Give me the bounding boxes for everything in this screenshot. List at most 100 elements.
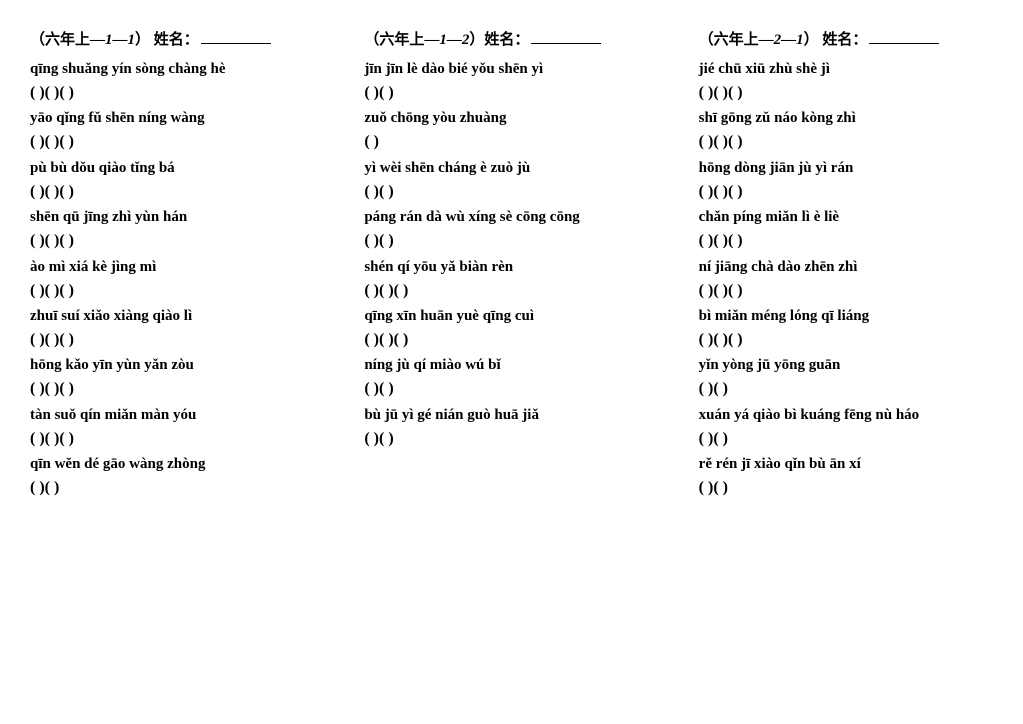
answer-blanks[interactable]: ( )( )( )	[30, 230, 324, 252]
answer-blanks[interactable]: ( )( )( )	[30, 329, 324, 351]
entries-container: jīn jīn lè dào bié yǒu shēn yì( )( )zuǒ …	[364, 59, 658, 454]
vocab-entry: zuǒ chōng yòu zhuàng( )	[364, 108, 658, 153]
pinyin-line: tàn suǒ qín miǎn màn yóu	[30, 405, 324, 426]
pinyin-line: jié chū xiū zhù shè jì	[699, 59, 993, 80]
answer-blanks[interactable]: ( )( )( )	[30, 131, 324, 153]
header-unit: 1—2	[439, 32, 469, 48]
pinyin-line: yì wèi shēn cháng è zuò jù	[364, 158, 658, 179]
answer-blanks[interactable]: ( )( )	[364, 230, 658, 252]
vocab-entry: bù jū yì gé nián guò huā jiǎ ( )( )	[364, 405, 658, 450]
answer-blanks[interactable]: ( )( )( )	[699, 131, 993, 153]
pinyin-line: bì miǎn méng lóng qī liáng	[699, 306, 993, 327]
pinyin-line: qīn wěn dé gāo wàng zhòng	[30, 454, 324, 475]
pinyin-line: shēn qū jīng zhì yùn hán	[30, 207, 324, 228]
vocab-entry: yǐn yòng jū yōng guān( )( )	[699, 355, 993, 400]
pinyin-line: yāo qǐng fǔ shēn níng wàng	[30, 108, 324, 129]
header-suffix: ） 姓名：	[135, 32, 199, 48]
answer-blanks[interactable]: ( )( )	[364, 181, 658, 203]
answer-blanks[interactable]: ( )( )	[699, 378, 993, 400]
answer-blanks[interactable]: ( )( )( )	[364, 280, 658, 302]
pinyin-line: xuán yá qiào bì kuáng fēng nù háo	[699, 405, 993, 426]
header-prefix: （六年上—	[30, 32, 105, 48]
column-header: （六年上—2—1） 姓名：	[699, 28, 993, 49]
header-unit: 1—1	[105, 32, 135, 48]
pinyin-line: rě rén jī xiào qǐn bù ān xí	[699, 454, 993, 475]
vocab-entry: tàn suǒ qín miǎn màn yóu( )( )( )	[30, 405, 324, 450]
pinyin-line: pù bù dǒu qiào tǐng bá	[30, 158, 324, 179]
vocab-entry: ào mì xiá kè jìng mì( )( )( )	[30, 257, 324, 302]
pinyin-line: zhuī suí xiǎo xiàng qiào lì	[30, 306, 324, 327]
pinyin-line: chǎn píng miǎn lì è liè	[699, 207, 993, 228]
pinyin-line: hōng kǎo yīn yùn yǎn zòu	[30, 355, 324, 376]
answer-blanks[interactable]: ( )( )( )	[699, 181, 993, 203]
vocab-entry: yì wèi shēn cháng è zuò jù( )( )	[364, 158, 658, 203]
vocab-entry: hōng dòng jiān jù yì rán( )( )( )	[699, 158, 993, 203]
vocab-entry: bì miǎn méng lóng qī liáng( )( )( )	[699, 306, 993, 351]
header-unit: 2—1	[774, 32, 804, 48]
pinyin-line: hōng dòng jiān jù yì rán	[699, 158, 993, 179]
vocab-entry: jié chū xiū zhù shè jì( )( )( )	[699, 59, 993, 104]
vocab-entry: xuán yá qiào bì kuáng fēng nù háo( )( )	[699, 405, 993, 450]
column-2: （六年上—1—2）姓名： jīn jīn lè dào bié yǒu shēn…	[364, 28, 658, 504]
answer-blanks[interactable]: ( )( )( )	[699, 329, 993, 351]
answer-blanks[interactable]: ( )( )	[364, 378, 658, 400]
answer-blanks[interactable]: ( )	[364, 131, 658, 153]
answer-blanks[interactable]: ( )( )( )	[699, 82, 993, 104]
pinyin-line: bù jū yì gé nián guò huā jiǎ	[364, 405, 658, 426]
vocab-entry: páng rán dà wù xíng sè cōng cōng( )( )	[364, 207, 658, 252]
vocab-entry: jīn jīn lè dào bié yǒu shēn yì( )( )	[364, 59, 658, 104]
header-suffix: ） 姓名：	[804, 32, 868, 48]
column-header: （六年上—1—1） 姓名：	[30, 28, 324, 49]
answer-blanks[interactable]: ( )( )( )	[30, 428, 324, 450]
vocab-entry: shī gōng zǔ náo kòng zhì( )( )( )	[699, 108, 993, 153]
answer-blanks[interactable]: ( )( )	[364, 82, 658, 104]
pinyin-line: páng rán dà wù xíng sè cōng cōng	[364, 207, 658, 228]
pinyin-line: shén qí yōu yǎ biàn rèn	[364, 257, 658, 278]
pinyin-line: qīng xīn huān yuè qīng cuì	[364, 306, 658, 327]
answer-blanks[interactable]: ( )( )( )	[699, 230, 993, 252]
answer-blanks[interactable]: ( )( )( )	[699, 280, 993, 302]
vocab-entry: shén qí yōu yǎ biàn rèn( )( )( )	[364, 257, 658, 302]
pinyin-line: ào mì xiá kè jìng mì	[30, 257, 324, 278]
answer-blanks[interactable]: ( )( )	[364, 428, 658, 450]
vocab-entry: shēn qū jīng zhì yùn hán( )( )( )	[30, 207, 324, 252]
header-suffix: ）姓名：	[469, 32, 529, 48]
header-prefix: （六年上—	[364, 32, 439, 48]
vocab-entry: níng jù qí miào wú bǐ ( )( )	[364, 355, 658, 400]
pinyin-line: ní jiāng chà dào zhēn zhì	[699, 257, 993, 278]
vocab-entry: qīng shuǎng yín sòng chàng hè( )( )( )	[30, 59, 324, 104]
vocab-entry: chǎn píng miǎn lì è liè( )( )( )	[699, 207, 993, 252]
vocab-entry: yāo qǐng fǔ shēn níng wàng( )( )( )	[30, 108, 324, 153]
vocab-entry: rě rén jī xiào qǐn bù ān xí( )( )	[699, 454, 993, 499]
pinyin-line: níng jù qí miào wú bǐ	[364, 355, 658, 376]
name-blank[interactable]	[869, 43, 939, 44]
vocab-entry: zhuī suí xiǎo xiàng qiào lì( )( )( )	[30, 306, 324, 351]
vocab-entry: qīng xīn huān yuè qīng cuì( )( )( )	[364, 306, 658, 351]
answer-blanks[interactable]: ( )( )( )	[30, 280, 324, 302]
answer-blanks[interactable]: ( )( )	[30, 477, 324, 499]
column-3: （六年上—2—1） 姓名： jié chū xiū zhù shè jì( )(…	[699, 28, 993, 504]
header-prefix: （六年上—	[699, 32, 774, 48]
pinyin-line: yǐn yòng jū yōng guān	[699, 355, 993, 376]
answer-blanks[interactable]: ( )( )( )	[364, 329, 658, 351]
pinyin-line: shī gōng zǔ náo kòng zhì	[699, 108, 993, 129]
entries-container: qīng shuǎng yín sòng chàng hè( )( )( )yā…	[30, 59, 324, 504]
pinyin-line: zuǒ chōng yòu zhuàng	[364, 108, 658, 129]
pinyin-line: jīn jīn lè dào bié yǒu shēn yì	[364, 59, 658, 80]
name-blank[interactable]	[531, 43, 601, 44]
pinyin-line: qīng shuǎng yín sòng chàng hè	[30, 59, 324, 80]
answer-blanks[interactable]: ( )( )	[699, 477, 993, 499]
answer-blanks[interactable]: ( )( )( )	[30, 181, 324, 203]
column-header: （六年上—1—2）姓名：	[364, 28, 658, 49]
answer-blanks[interactable]: ( )( )( )	[30, 82, 324, 104]
column-1: （六年上—1—1） 姓名： qīng shuǎng yín sòng chàng…	[30, 28, 324, 504]
name-blank[interactable]	[201, 43, 271, 44]
vocab-entry: ní jiāng chà dào zhēn zhì( )( )( )	[699, 257, 993, 302]
vocab-entry: pù bù dǒu qiào tǐng bá( )( )( )	[30, 158, 324, 203]
entries-container: jié chū xiū zhù shè jì( )( )( )shī gōng …	[699, 59, 993, 504]
vocab-entry: hōng kǎo yīn yùn yǎn zòu( )( )( )	[30, 355, 324, 400]
vocab-entry: qīn wěn dé gāo wàng zhòng( )( )	[30, 454, 324, 499]
worksheet-page: （六年上—1—1） 姓名： qīng shuǎng yín sòng chàng…	[0, 0, 1023, 532]
answer-blanks[interactable]: ( )( )( )	[30, 378, 324, 400]
answer-blanks[interactable]: ( )( )	[699, 428, 993, 450]
